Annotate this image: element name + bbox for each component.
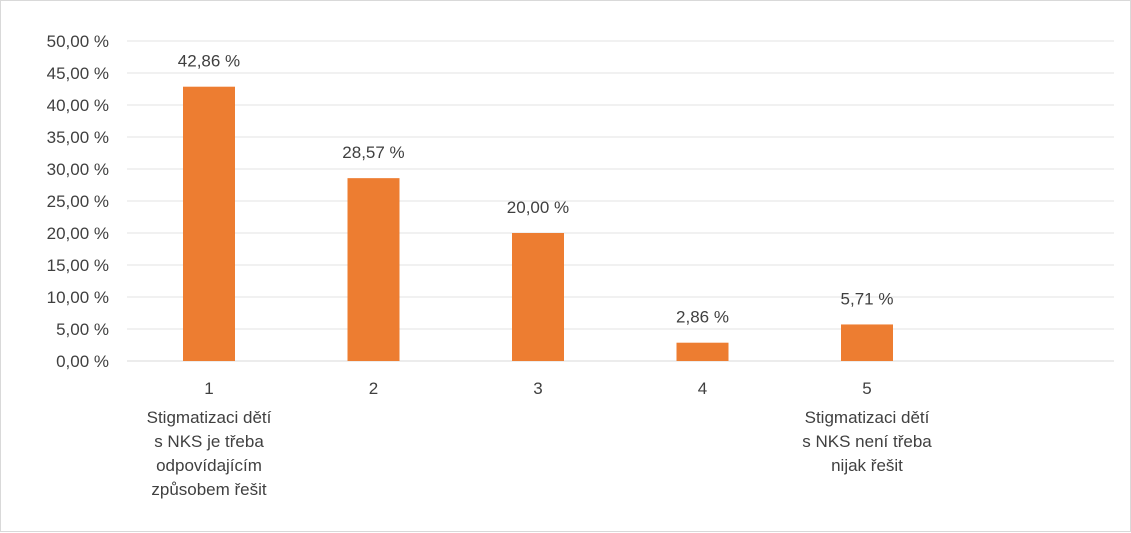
y-tick-label: 20,00 % <box>47 224 109 243</box>
annotation-line: Stigmatizaci dětí <box>147 408 272 427</box>
x-tick-label: 2 <box>369 379 378 398</box>
bar <box>347 178 400 361</box>
annotation-line: nijak řešit <box>831 456 903 475</box>
annotation-line: odpovídajícím <box>156 456 262 475</box>
x-axis-ticks: 1 2 3 4 5 <box>204 379 871 398</box>
data-label: 28,57 % <box>342 143 404 162</box>
bar <box>841 324 893 361</box>
y-tick-label: 10,00 % <box>47 288 109 307</box>
y-tick-label: 30,00 % <box>47 160 109 179</box>
annotation-line: způsobem řešit <box>151 480 267 499</box>
data-label: 20,00 % <box>507 198 569 217</box>
data-label: 5,71 % <box>841 289 894 308</box>
x-tick-label: 5 <box>862 379 871 398</box>
y-tick-label: 45,00 % <box>47 64 109 83</box>
x-tick-label: 4 <box>698 379 707 398</box>
annotation-line: Stigmatizaci dětí <box>805 408 930 427</box>
y-tick-label: 40,00 % <box>47 96 109 115</box>
data-labels: 42,86 % 28,57 % 20,00 % 2,86 % 5,71 % <box>178 52 894 327</box>
data-label: 2,86 % <box>676 308 729 327</box>
category-annotation: Stigmatizaci dětí s NKS není třeba nijak ř… <box>802 408 932 475</box>
category-annotation: Stigmatizaci dětí s NKS je třeba odpovídaj… <box>147 408 272 499</box>
y-tick-label: 35,00 % <box>47 128 109 147</box>
annotation-line: s NKS je třeba <box>154 432 264 451</box>
y-tick-label: 15,00 % <box>47 256 109 275</box>
y-tick-label: 5,00 % <box>56 320 109 339</box>
y-tick-label: 50,00 % <box>47 32 109 51</box>
category-annotations: Stigmatizaci dětí s NKS je třeba odpovídaj… <box>147 408 933 499</box>
y-tick-label: 0,00 % <box>56 352 109 371</box>
gridlines <box>127 40 1114 362</box>
data-label: 42,86 % <box>178 52 240 71</box>
x-tick-label: 1 <box>204 379 213 398</box>
y-tick-label: 25,00 % <box>47 192 109 211</box>
y-axis-ticks: 0,00 % 5,00 % 10,00 % 15,00 % 20,00 % 25,00 %… <box>47 32 109 371</box>
x-tick-label: 3 <box>533 379 542 398</box>
annotation-line: s NKS není třeba <box>802 432 932 451</box>
bar <box>512 233 564 361</box>
bars <box>183 86 893 362</box>
bar <box>183 86 235 362</box>
bar <box>676 342 729 361</box>
